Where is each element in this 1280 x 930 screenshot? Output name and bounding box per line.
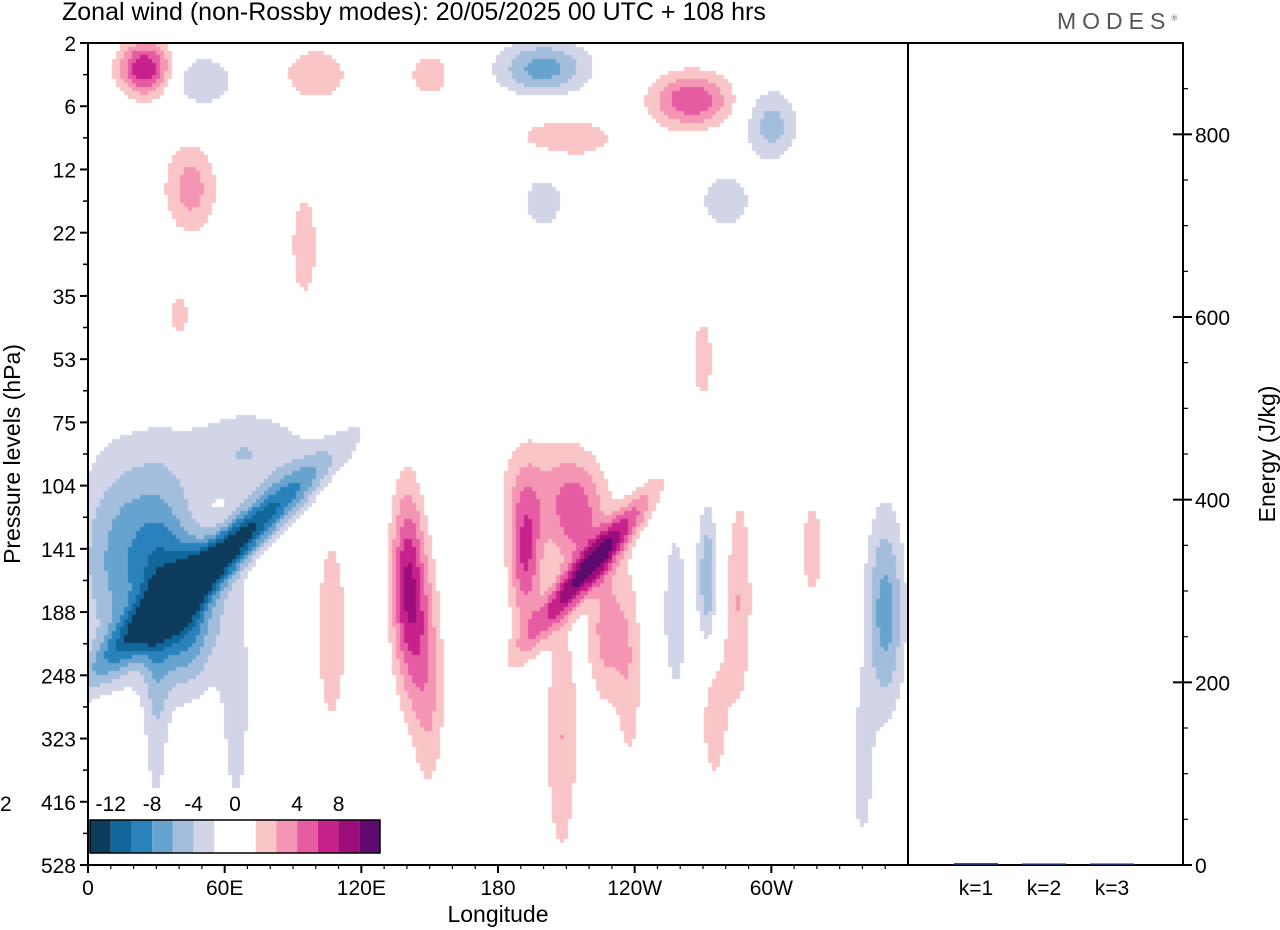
y-tick-label: 12 <box>53 159 76 182</box>
colorbar-swatch <box>235 820 256 853</box>
y-tick-label: 75 <box>53 412 76 435</box>
energy-tick-label: 400 <box>1195 490 1230 513</box>
energy-category-label: k=1 <box>959 877 993 900</box>
x-tick-label: 120E <box>337 877 386 900</box>
heatmap-field <box>88 43 908 865</box>
energy-bar <box>1022 863 1066 865</box>
x-tick-label: 60W <box>750 877 793 900</box>
y-tick-label: 248 <box>41 665 76 688</box>
colorbar-swatch <box>90 820 111 853</box>
colorbar-swatch <box>317 820 339 853</box>
y-tick-label: 323 <box>41 729 76 752</box>
heatmap-image <box>88 43 908 865</box>
y-tick-label: 141 <box>41 539 76 562</box>
colorbar-swatch <box>255 820 277 853</box>
y-tick-label: 2 <box>64 33 76 56</box>
energy-tick-label: 800 <box>1195 124 1230 147</box>
energy-tick-label: 200 <box>1195 672 1230 695</box>
chart-title: Zonal wind (non-Rossby modes): 20/05/202… <box>62 0 766 26</box>
energy-plot-frame <box>907 42 1184 866</box>
y-tick-label: 22 <box>53 223 76 246</box>
colorbar-label: 8 <box>333 793 345 816</box>
colorbar-label: -8 <box>143 793 162 816</box>
y-axis-title: Pressure levels (hPa) <box>0 344 25 564</box>
colorbar-swatch <box>359 820 380 853</box>
energy-bar <box>1090 863 1134 865</box>
x-axis-title: Longitude <box>447 901 548 927</box>
colorbar: -12 -8 -4 0 4 8 12 <box>0 788 381 854</box>
y-tick-label: 528 <box>41 855 76 878</box>
brand-mark: ® <box>1171 13 1178 23</box>
y-tick-label: 6 <box>64 96 76 119</box>
colorbar-frame <box>89 819 381 854</box>
energy-tick-label: 600 <box>1195 307 1230 330</box>
colorbar-swatch <box>152 820 173 853</box>
brand-name: MODES <box>1057 8 1172 34</box>
y-tick-label: 104 <box>41 476 76 499</box>
y-tick-label: 188 <box>41 602 76 625</box>
colorbar-swatch <box>172 820 194 853</box>
main-axes: 2 6 12 22 35 53 75 104 141 188 248 323 416 528 0 60E 120… <box>41 33 886 900</box>
x-tick-label: 0 <box>82 877 94 900</box>
colorbar-swatch <box>193 820 215 853</box>
y-tick-label: 35 <box>53 286 76 309</box>
colorbar-swatch <box>110 820 132 853</box>
colorbar-label: 0 <box>229 793 241 816</box>
energy-axis-title: Energy (J/kg) <box>1254 386 1280 523</box>
x-tick-label: 60E <box>206 877 243 900</box>
colorbar-label: -12 <box>96 793 126 816</box>
energy-bar <box>954 863 998 865</box>
energy-axes: 0 200 400 600 800 k=1 k=2 k=3 <box>954 88 1230 900</box>
colorbar-swatch <box>276 820 298 853</box>
y-tick-label: 416 <box>41 792 76 815</box>
x-tick-label: 120W <box>607 877 662 900</box>
colorbar-swatch <box>297 820 318 853</box>
colorbar-swatch <box>338 820 360 853</box>
colorbar-swatch <box>214 820 235 853</box>
y-tick-label: 53 <box>53 349 76 372</box>
colorbar-label: -4 <box>184 793 203 816</box>
energy-tick-label: 0 <box>1195 855 1207 878</box>
colorbar-label: 12 <box>0 793 12 816</box>
colorbar-label: 4 <box>291 793 303 816</box>
brand-logo: MODES® <box>1057 8 1177 35</box>
x-tick-label: 180 <box>480 877 515 900</box>
energy-category-label: k=2 <box>1027 877 1061 900</box>
colorbar-swatch <box>131 820 153 853</box>
energy-category-label: k=3 <box>1095 877 1129 900</box>
